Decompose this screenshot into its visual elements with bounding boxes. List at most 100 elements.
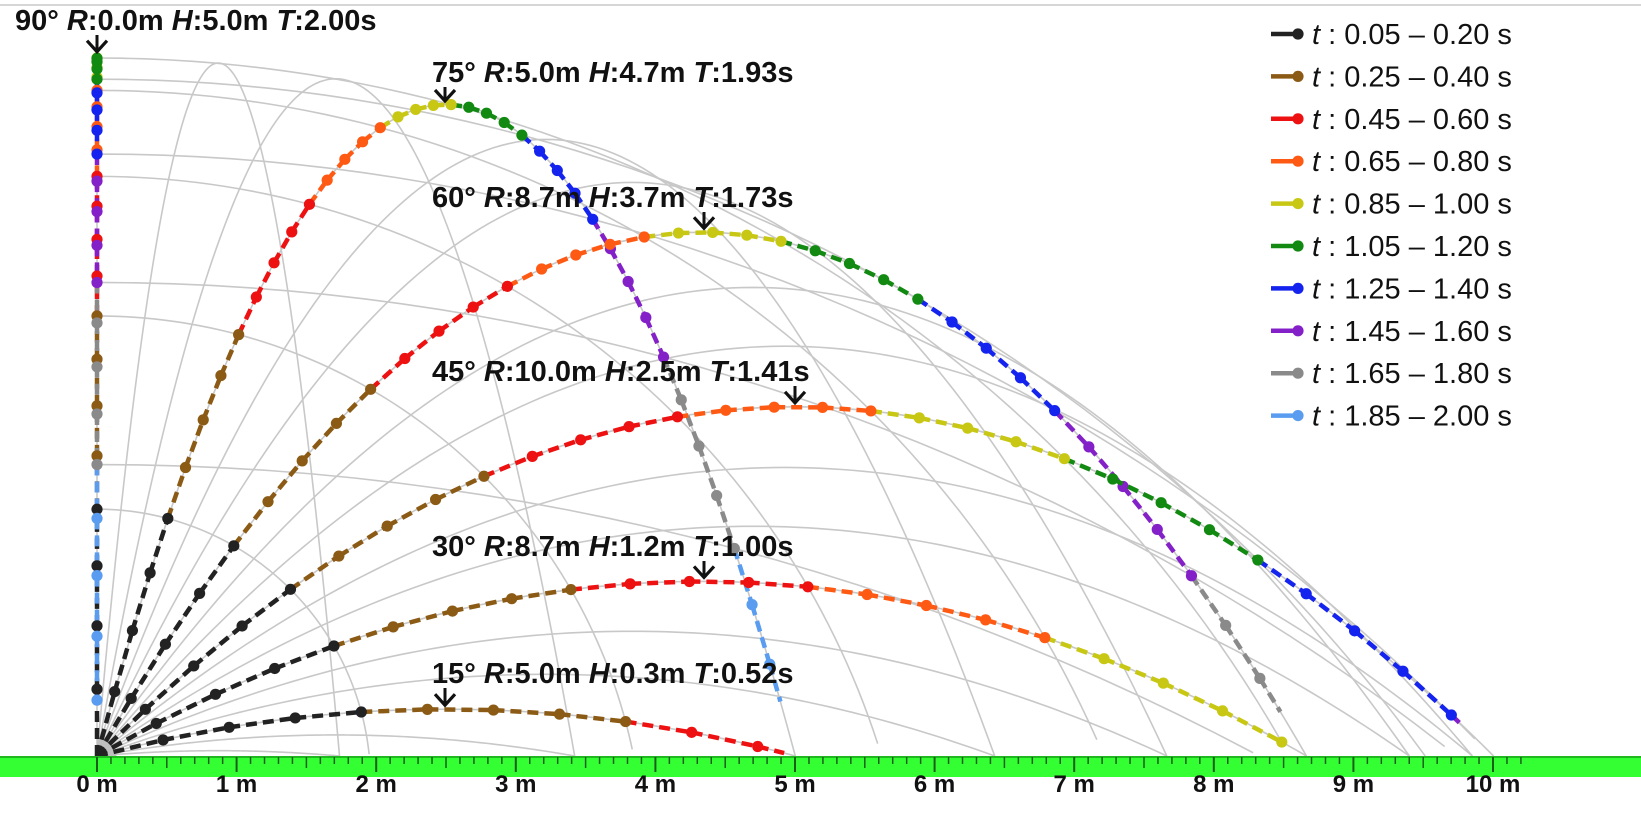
x-tick-label: 0 m [76,771,117,798]
point-60deg-t0.95 [741,230,752,241]
point-45deg-t1.10 [1156,497,1167,508]
point-45deg-t0.40 [478,471,489,482]
legend-marker [1292,283,1303,294]
segment-75deg-t1.55 [628,281,646,317]
segment-45deg-t0.45 [484,456,532,476]
point-60deg-t1.15 [878,274,889,285]
point-60deg-t0.35 [331,418,342,429]
point-90deg-t1.40 [91,148,102,159]
segment-45deg-t0.60 [629,417,677,427]
legend: t : 0.05 – 0.20 st : 0.25 – 0.40 st : 0.… [1271,19,1512,433]
point-60deg-t0.50 [433,326,444,337]
point-15deg-t0.40 [620,716,631,727]
grid-isochrone-1.8 [97,465,1253,753]
point-60deg-t0.45 [399,353,410,364]
point-75deg-t0.15 [145,567,156,578]
point-90deg-t0.10 [91,620,102,631]
point-60deg-t0.70 [570,249,581,260]
series-45deg [97,402,1461,756]
point-30deg-t0.90 [1158,678,1169,689]
point-75deg-t1.05 [463,102,474,113]
point-60deg-t1.40 [1049,405,1060,416]
point-75deg-t0.70 [339,154,350,165]
point-60deg-t1.65 [1220,620,1231,631]
legend-label: t : 0.45 – 0.60 s [1312,104,1512,136]
x-tick-label: 1 m [216,771,257,798]
legend-marker [1292,71,1303,82]
x-tick-label: 10 m [1466,771,1521,798]
point-75deg-t0.80 [375,122,386,133]
point-60deg-t1.60 [1186,570,1197,581]
point-90deg-t1.65 [91,317,102,328]
point-45deg-t0.65 [720,405,731,416]
point-75deg-t0.30 [198,414,209,425]
point-60deg-t1.55 [1152,524,1163,535]
point-30deg-t0.35 [506,593,517,604]
point-75deg-t0.75 [357,136,368,147]
series-90deg [91,52,102,756]
legend-entry: t : 0.25 – 0.40 s [1271,61,1512,93]
point-75deg-t0.95 [428,100,439,111]
point-90deg-t1.50 [91,206,102,217]
point-30deg-t0.55 [743,577,754,588]
legend-entry: t : 0.65 – 0.80 s [1271,146,1512,178]
point-45deg-t1.35 [1397,666,1408,677]
legend-entry: t : 1.85 – 2.00 s [1271,401,1512,433]
point-60deg-t1.45 [1083,441,1094,452]
point-75deg-t1.85 [746,599,757,610]
trajectory-label-45deg: 45° R:10.0m H:2.5m T:1.41s [432,356,810,388]
point-75deg-t1.15 [499,117,510,128]
point-30deg-t0.80 [1039,632,1050,643]
point-75deg-t0.90 [410,104,421,115]
point-75deg-t0.50 [268,257,279,268]
trajectory-label-60deg: 60° R:8.7m H:3.7m T:1.73s [432,182,793,214]
series-15deg [97,704,784,756]
point-45deg-t0.05 [140,704,151,715]
point-75deg-t1.20 [516,130,527,141]
point-90deg-t1.80 [91,459,102,470]
trajectory-label-30deg: 30° R:8.7m H:1.2m T:1.00s [432,531,793,563]
point-90deg-t1.75 [91,408,102,419]
point-30deg-t0.30 [447,606,458,617]
point-60deg-t0.90 [707,227,718,238]
x-tick-label: 7 m [1054,771,1095,798]
legend-label: t : 1.45 – 1.60 s [1312,316,1512,348]
point-90deg-t1.45 [91,176,102,187]
point-45deg-t0.30 [382,520,393,531]
point-90deg-t1.95 [91,631,102,642]
point-45deg-t0.80 [865,405,876,416]
point-45deg-t1.30 [1349,625,1360,636]
point-60deg-t0.60 [502,281,513,292]
point-15deg-t0.10 [224,722,235,733]
point-75deg-t0.60 [304,199,315,210]
x-tick-label: 4 m [635,771,676,798]
point-30deg-t0.95 [1217,705,1228,716]
point-90deg-t0.05 [91,684,102,695]
point-75deg-t1.10 [481,108,492,119]
point-60deg-t1.10 [844,258,855,269]
point-45deg-t1.40 [1446,709,1457,720]
point-30deg-t0.25 [388,621,399,632]
x-tick-label: 2 m [356,771,397,798]
point-75deg-t0.85 [392,111,403,122]
grid-isochrone-1 [97,58,1282,742]
point-90deg-t1.90 [91,570,102,581]
point-45deg-t1.00 [1059,453,1070,464]
point-45deg-t0.20 [285,584,296,595]
x-tick-label: 9 m [1333,771,1374,798]
segment-45deg-t0.95 [968,428,1016,442]
point-45deg-t0.75 [817,402,828,413]
legend-marker [1292,410,1303,421]
point-60deg-t1.25 [946,316,957,327]
legend-label: t : 1.65 – 1.80 s [1312,358,1512,390]
point-75deg-t1.65 [676,394,687,405]
point-15deg-t0.20 [356,706,367,717]
x-tick-label: 8 m [1193,771,1234,798]
point-15deg-t0.15 [290,712,301,723]
point-30deg-t0.85 [1098,653,1109,664]
point-30deg-t0.40 [565,584,576,595]
point-60deg-t0.80 [639,231,650,242]
trajectory-label-15deg: 15° R:5.0m H:0.3m T:0.52s [432,658,793,690]
